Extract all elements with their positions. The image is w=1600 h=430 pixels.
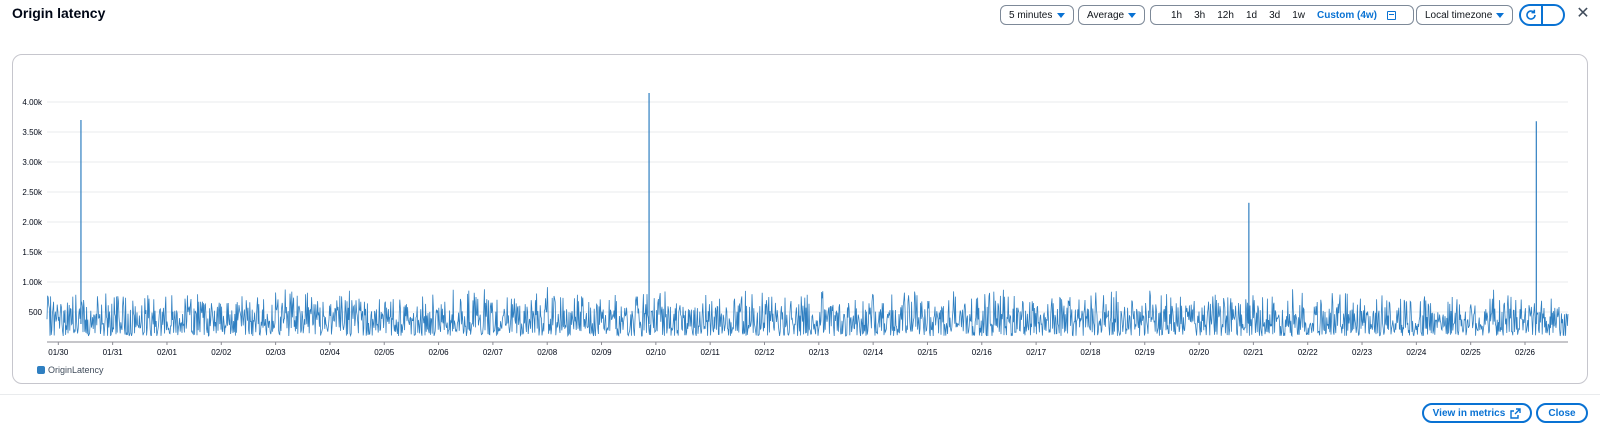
- view-in-metrics-label: View in metrics: [1432, 407, 1506, 419]
- statistic-select[interactable]: Average: [1078, 5, 1145, 25]
- caret-down-icon: [1128, 12, 1136, 18]
- timezone-value: Local timezone: [1425, 9, 1493, 21]
- range-1h[interactable]: 1h: [1171, 9, 1183, 21]
- range-1w[interactable]: 1w: [1292, 9, 1305, 21]
- close-icon[interactable]: ✕: [1576, 5, 1590, 22]
- refresh-options-button[interactable]: [1541, 6, 1563, 24]
- footer-divider: [0, 394, 1600, 395]
- range-custom[interactable]: Custom (4w): [1316, 9, 1377, 21]
- chart-legend: OriginLatency: [37, 365, 104, 375]
- timezone-select[interactable]: Local timezone: [1416, 5, 1513, 25]
- refresh-button-group: [1519, 4, 1565, 26]
- page-title: Origin latency: [12, 5, 106, 21]
- caret-down-icon: [1496, 12, 1504, 18]
- chart-panel: [12, 54, 1588, 384]
- refresh-button[interactable]: [1521, 6, 1541, 24]
- range-3d[interactable]: 3d: [1269, 9, 1281, 21]
- range-12h[interactable]: 12h: [1217, 9, 1234, 21]
- refresh-icon: [1526, 9, 1536, 20]
- close-label: Close: [1548, 407, 1576, 419]
- caret-down-icon: [1057, 12, 1065, 18]
- legend-label: OriginLatency: [48, 365, 104, 375]
- close-button[interactable]: Close: [1536, 403, 1588, 423]
- statistic-value: Average: [1087, 9, 1125, 21]
- range-1d[interactable]: 1d: [1245, 9, 1258, 21]
- period-value: 5 minutes: [1009, 9, 1053, 21]
- view-in-metrics-button[interactable]: View in metrics: [1422, 403, 1532, 423]
- external-link-icon: [1510, 407, 1522, 419]
- range-3h[interactable]: 3h: [1194, 9, 1206, 21]
- calendar-icon[interactable]: [1386, 10, 1396, 20]
- legend-swatch: [37, 366, 45, 374]
- period-select[interactable]: 5 minutes: [1000, 5, 1074, 25]
- time-range-selector: 1h 3h 12h 1d 3d 1w Custom (4w): [1150, 5, 1414, 25]
